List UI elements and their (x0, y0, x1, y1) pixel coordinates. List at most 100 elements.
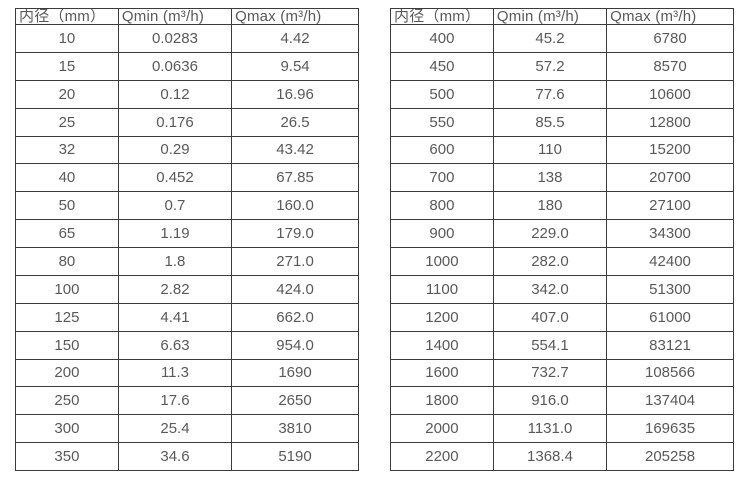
cell: 1600 (390, 358, 494, 388)
cell: 16.96 (231, 79, 359, 109)
cell: 916.0 (492, 386, 608, 416)
cell: 169635 (606, 414, 734, 444)
cell: 179.0 (231, 219, 359, 248)
table-row: 100 2.82 424.0 (15, 274, 359, 304)
cell: 4.41 (117, 302, 233, 332)
cell: 424.0 (231, 274, 359, 304)
table-row: 1800 916.0 137404 (390, 386, 734, 416)
cell: 42400 (606, 247, 734, 276)
cell: 1400 (390, 330, 494, 360)
cell: 1100 (390, 274, 494, 304)
cell: 25 (15, 107, 119, 137)
table-body: 400 45.2 6780 450 57.2 8570 500 77.6 10600 550 85.… (390, 24, 734, 471)
table-row: 10 0.0283 4.42 (15, 24, 359, 53)
table-row: 25 0.176 26.5 (15, 107, 359, 137)
table-row: 600 110 15200 (390, 135, 734, 165)
flow-tables-container: 内径（mm） Qmin (m³/h) Qmax (m³/h) 10 0.0283 4.4… (15, 8, 734, 471)
cell: 550 (390, 107, 494, 137)
cell: 83121 (606, 330, 734, 360)
cell: 34.6 (117, 442, 233, 471)
cell: 77.6 (492, 79, 608, 109)
cell: 51300 (606, 274, 734, 304)
header-row: 内径（mm） Qmin (m³/h) Qmax (m³/h) (15, 8, 359, 25)
table-row: 20 0.12 16.96 (15, 79, 359, 109)
cell: 0.12 (117, 79, 233, 109)
cell: 180 (492, 191, 608, 221)
table-row: 1400 554.1 83121 (390, 330, 734, 360)
table-row: 1200 407.0 61000 (390, 302, 734, 332)
cell: 85.5 (492, 107, 608, 137)
table-row: 200 11.3 1690 (15, 358, 359, 388)
cell: 8570 (606, 51, 734, 81)
cell: 500 (390, 79, 494, 109)
table-row: 250 17.6 2650 (15, 386, 359, 416)
cell: 229.0 (492, 219, 608, 248)
table-row: 2200 1368.4 205258 (390, 442, 734, 471)
cell: 100 (15, 274, 119, 304)
cell: 9.54 (231, 51, 359, 81)
flow-table-large-diameters: 内径（mm） Qmin (m³/h) Qmax (m³/h) 400 45.2 6780… (390, 8, 734, 471)
cell: 450 (390, 51, 494, 81)
cell: 160.0 (231, 191, 359, 221)
cell: 45.2 (492, 24, 608, 53)
cell: 32 (15, 135, 119, 165)
cell: 110 (492, 135, 608, 165)
cell: 0.452 (117, 163, 233, 193)
flow-table-small-diameters: 内径（mm） Qmin (m³/h) Qmax (m³/h) 10 0.0283 4.4… (15, 8, 359, 471)
table-row: 1600 732.7 108566 (390, 358, 734, 388)
table-row: 800 180 27100 (390, 191, 734, 221)
cell: 138 (492, 163, 608, 193)
cell: 1.19 (117, 219, 233, 248)
cell: 271.0 (231, 247, 359, 276)
cell: 27100 (606, 191, 734, 221)
cell: 26.5 (231, 107, 359, 137)
cell: 600 (390, 135, 494, 165)
cell: 4.42 (231, 24, 359, 53)
table-body: 10 0.0283 4.42 15 0.0636 9.54 20 0.12 16.96 25 0.1… (15, 24, 359, 471)
header-row: 内径（mm） Qmin (m³/h) Qmax (m³/h) (390, 8, 734, 25)
column-header: Qmin (m³/h) (492, 8, 608, 25)
cell: 0.7 (117, 191, 233, 221)
cell: 1200 (390, 302, 494, 332)
column-header: Qmax (m³/h) (606, 8, 734, 25)
cell: 300 (15, 414, 119, 444)
cell: 1000 (390, 247, 494, 276)
cell: 954.0 (231, 330, 359, 360)
table-row: 15 0.0636 9.54 (15, 51, 359, 81)
table-row: 32 0.29 43.42 (15, 135, 359, 165)
cell: 2200 (390, 442, 494, 471)
cell: 800 (390, 191, 494, 221)
table-row: 65 1.19 179.0 (15, 219, 359, 248)
cell: 80 (15, 247, 119, 276)
column-header: 内径（mm） (15, 8, 119, 25)
cell: 50 (15, 191, 119, 221)
cell: 11.3 (117, 358, 233, 388)
cell: 15200 (606, 135, 734, 165)
cell: 65 (15, 219, 119, 248)
cell: 25.4 (117, 414, 233, 444)
table-row: 2000 1131.0 169635 (390, 414, 734, 444)
cell: 282.0 (492, 247, 608, 276)
cell: 407.0 (492, 302, 608, 332)
cell: 12800 (606, 107, 734, 137)
cell: 3810 (231, 414, 359, 444)
cell: 0.0283 (117, 24, 233, 53)
cell: 61000 (606, 302, 734, 332)
table-row: 1100 342.0 51300 (390, 274, 734, 304)
cell: 43.42 (231, 135, 359, 165)
cell: 342.0 (492, 274, 608, 304)
cell: 2000 (390, 414, 494, 444)
cell: 6.63 (117, 330, 233, 360)
cell: 1690 (231, 358, 359, 388)
cell: 108566 (606, 358, 734, 388)
cell: 200 (15, 358, 119, 388)
cell: 0.29 (117, 135, 233, 165)
column-header: Qmin (m³/h) (117, 8, 233, 25)
cell: 400 (390, 24, 494, 53)
cell: 0.0636 (117, 51, 233, 81)
table-row: 300 25.4 3810 (15, 414, 359, 444)
cell: 662.0 (231, 302, 359, 332)
cell: 350 (15, 442, 119, 471)
cell: 554.1 (492, 330, 608, 360)
cell: 67.85 (231, 163, 359, 193)
